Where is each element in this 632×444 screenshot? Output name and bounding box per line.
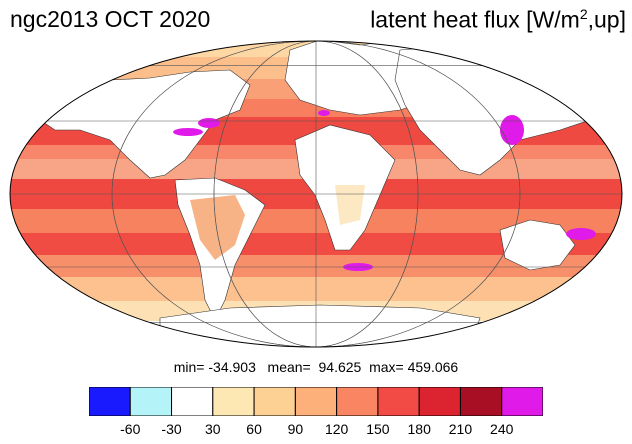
landmass	[159, 304, 481, 347]
colorbar-swatch	[171, 387, 214, 416]
globe-outline	[9, 40, 623, 348]
variable-title-prefix: latent heat flux [W/m	[370, 6, 580, 33]
colorbar-tick-label: -60	[120, 421, 141, 437]
colorbar-tick-label: 60	[246, 421, 262, 437]
statistics-line: min= -34.903 mean= 94.625 max= 459.066	[173, 359, 459, 375]
colorbar-tick-label: 120	[324, 421, 349, 437]
colorbar-tick-label: 150	[366, 421, 390, 437]
dataset-title: ngc2013 OCT 2020	[10, 6, 211, 32]
land-shading	[190, 195, 245, 260]
colorbar-tick-label: 30	[205, 421, 221, 437]
colorbar-tick-label: 240	[490, 421, 514, 437]
land-shading	[335, 185, 365, 225]
colorbar-swatch	[129, 387, 173, 416]
landmass	[499, 219, 576, 271]
high-flux-patch	[318, 110, 330, 116]
colorbar-tick-label: -30	[161, 421, 182, 437]
colorbar-swatch	[294, 387, 338, 416]
colorbar-swatch	[212, 387, 255, 416]
colorbar-swatch	[459, 387, 503, 416]
variable-title: latent heat flux [W/m2,up]	[370, 6, 626, 34]
colorbar-swatch	[336, 387, 379, 416]
high-flux-patch	[198, 118, 220, 128]
colorbar-swatch	[377, 387, 420, 416]
colorbar-tick-label: 180	[407, 421, 431, 437]
high-flux-patch	[500, 115, 524, 145]
high-flux-patch	[173, 128, 203, 136]
colorbar-tick-label: 210	[448, 421, 473, 437]
high-flux-patch	[566, 228, 596, 240]
colorbar-swatch	[418, 387, 461, 416]
colorbar	[89, 387, 543, 416]
colorbar-swatch	[253, 387, 296, 416]
landmass	[39, 69, 251, 179]
colorbar-tick-label: 90	[287, 421, 304, 437]
variable-title-sup: 2	[579, 6, 588, 22]
colorbar-swatch	[501, 387, 543, 416]
colorbar-swatch	[89, 387, 131, 416]
variable-title-suffix: ,up]	[587, 6, 626, 33]
